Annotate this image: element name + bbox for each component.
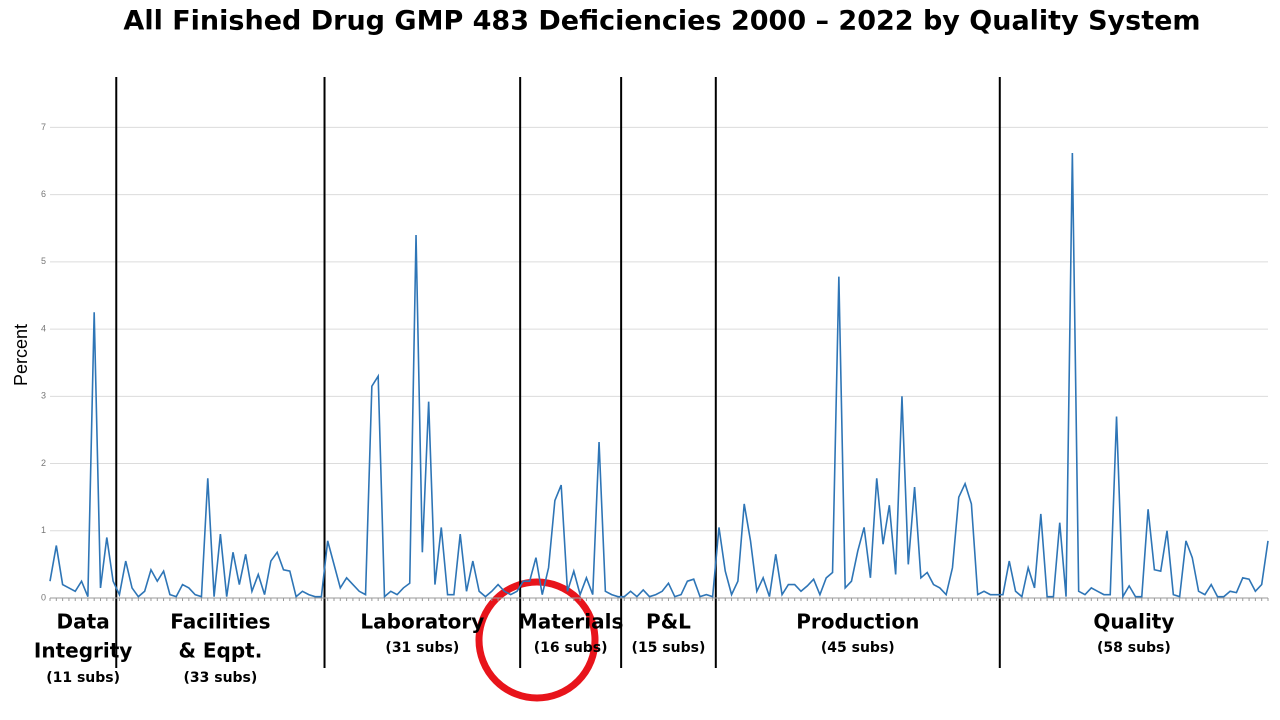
group-name: Data bbox=[57, 610, 110, 634]
group-subs: (15 subs) bbox=[632, 640, 706, 656]
y-tick-label: 4 bbox=[41, 323, 46, 333]
group-name: Production bbox=[796, 610, 919, 634]
group-name: & Eqpt. bbox=[178, 639, 262, 663]
group-subs: (45 subs) bbox=[821, 640, 895, 656]
group-subs: (33 subs) bbox=[183, 670, 257, 686]
group-subs: (31 subs) bbox=[385, 640, 459, 656]
chart-title: All Finished Drug GMP 483 Deficiencies 2… bbox=[123, 6, 1200, 37]
group-name: P&L bbox=[646, 610, 691, 634]
y-axis-label: Percent bbox=[11, 324, 31, 386]
group-name: Laboratory bbox=[360, 610, 484, 634]
y-tick-label: 6 bbox=[41, 189, 46, 199]
group-subs: (16 subs) bbox=[534, 640, 608, 656]
group-name: Materials bbox=[518, 610, 624, 634]
group-name: Quality bbox=[1093, 610, 1174, 634]
y-tick-label: 3 bbox=[41, 391, 46, 401]
y-tick-label: 2 bbox=[41, 458, 46, 468]
group-name: Integrity bbox=[34, 639, 132, 663]
y-tick-label: 5 bbox=[41, 256, 46, 266]
y-tick-label: 1 bbox=[41, 525, 46, 535]
group-name: Facilities bbox=[170, 610, 270, 634]
data-line bbox=[49, 152, 1269, 600]
group-subs: (58 subs) bbox=[1097, 640, 1171, 656]
group-subs: (11 subs) bbox=[46, 670, 120, 686]
highlight-circle bbox=[475, 578, 599, 702]
y-tick-label: 0 bbox=[41, 592, 46, 602]
y-tick-label: 7 bbox=[41, 122, 46, 132]
